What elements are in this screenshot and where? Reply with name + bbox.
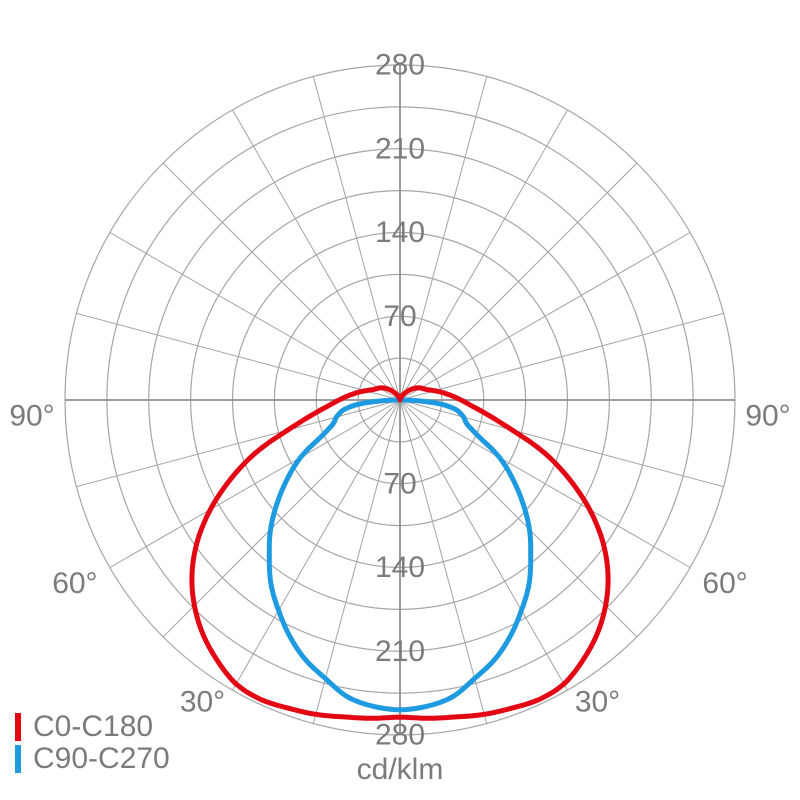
legend: C0-C180 C90-C270 bbox=[15, 712, 170, 774]
intensity-curves bbox=[189, 385, 611, 721]
legend-label-c90-c270: C90-C270 bbox=[33, 742, 170, 775]
radial-tick-label: 70 bbox=[383, 300, 416, 333]
radial-tick-label: 280 bbox=[375, 49, 425, 82]
grid-spoke bbox=[399, 399, 724, 488]
series-curve-c0-c180 bbox=[189, 385, 611, 721]
grid-spoke bbox=[232, 399, 401, 691]
angle-label-90-left: 90° bbox=[9, 400, 54, 433]
grid-spoke bbox=[399, 399, 638, 638]
grid-spoke bbox=[399, 399, 488, 724]
radial-tick-label: 210 bbox=[375, 132, 425, 165]
grid-spoke bbox=[399, 76, 488, 401]
legend-swatch-blue bbox=[15, 745, 21, 773]
radial-tick-label: 210 bbox=[375, 635, 425, 668]
grid-spoke bbox=[399, 162, 638, 401]
unit-label: cd/klm bbox=[356, 753, 444, 786]
radial-tick-label: 280 bbox=[375, 719, 425, 752]
grid-spoke bbox=[76, 399, 401, 488]
grid-spoke bbox=[399, 312, 724, 401]
legend-item-c90-c270: C90-C270 bbox=[15, 744, 170, 774]
grid-spoke bbox=[76, 312, 401, 401]
grid-spoke bbox=[312, 399, 401, 724]
grid-spoke bbox=[399, 109, 568, 401]
angle-label-60-left: 60° bbox=[52, 567, 97, 600]
radial-tick-label: 140 bbox=[375, 551, 425, 584]
grid-spoke bbox=[162, 399, 401, 638]
radial-tick-label: 70 bbox=[383, 467, 416, 500]
angle-label-90-right: 90° bbox=[745, 400, 790, 433]
legend-swatch-red bbox=[15, 713, 21, 741]
grid-spoke bbox=[399, 399, 568, 691]
legend-item-c0-c180: C0-C180 bbox=[15, 712, 170, 742]
grid-spoke bbox=[312, 76, 401, 401]
grid-spoke bbox=[162, 162, 401, 401]
legend-label-c0-c180: C0-C180 bbox=[33, 710, 154, 743]
grid-spoke bbox=[109, 232, 401, 401]
grid-spoke bbox=[399, 232, 691, 401]
series-curve-c90-c270 bbox=[266, 397, 534, 713]
axis-labels: 70 70 140 140 210 210 280 280 30° 30° 60° 60° 90° 90° bbox=[9, 49, 790, 752]
grid-spoke bbox=[399, 399, 691, 568]
angle-label-30-left: 30° bbox=[180, 686, 225, 719]
grid-spoke bbox=[109, 399, 401, 568]
grid-spoke bbox=[232, 109, 401, 401]
angle-label-30-right: 30° bbox=[575, 686, 620, 719]
angle-label-60-right: 60° bbox=[702, 567, 747, 600]
radial-tick-label: 140 bbox=[375, 216, 425, 249]
